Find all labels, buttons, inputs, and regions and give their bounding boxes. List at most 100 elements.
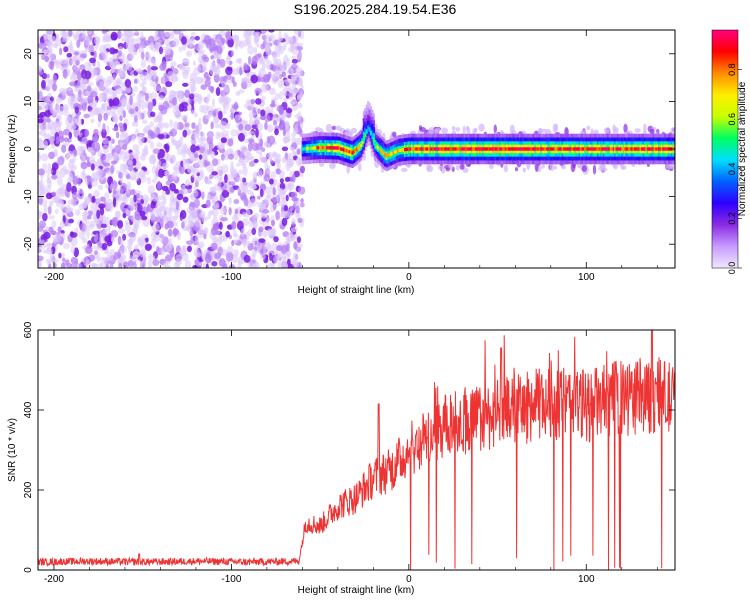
- noise-speckle: [240, 228, 245, 238]
- noise-speckle: [126, 63, 133, 71]
- ridge-cell: [350, 150, 353, 154]
- colorbar-ticks: 0.0 0.2 0.4 0.6 0.8: [727, 63, 742, 274]
- noise-speckle: [248, 130, 255, 135]
- noise-speckle: [77, 177, 82, 186]
- noise-speckle: [251, 185, 258, 190]
- noise-speckle: [277, 61, 284, 68]
- noise-speckle: [128, 107, 135, 115]
- noise-speckle: [221, 249, 229, 256]
- noise-speckle: [140, 59, 147, 68]
- noise-speckle: [133, 194, 137, 203]
- noise-speckle: [152, 72, 157, 80]
- noise-speckle: [185, 179, 190, 187]
- ridge-halo-speckle: [553, 165, 558, 170]
- noise-speckle: [93, 250, 99, 255]
- noise-speckle: [119, 176, 124, 184]
- noise-speckle: [252, 212, 260, 219]
- noise-speckle: [72, 154, 76, 164]
- noise-speckle: [261, 209, 270, 214]
- noise-speckle: [205, 263, 209, 268]
- ridge-halo-speckle: [357, 162, 362, 172]
- noise-speckle: [182, 82, 189, 87]
- ridge-cell: [381, 150, 384, 154]
- noise-speckle: [100, 106, 106, 115]
- noise-speckle: [268, 30, 275, 33]
- ridge-cell: [327, 146, 330, 150]
- noise-speckle: [155, 245, 160, 252]
- noise-speckle: [99, 262, 103, 268]
- noise-speckle: [182, 129, 188, 138]
- noise-speckle: [38, 168, 46, 176]
- snr-y-label: SNR (10 * v/v): [7, 418, 18, 482]
- noise-speckle: [155, 30, 159, 35]
- ridge-cell: [456, 147, 459, 151]
- noise-speckle: [162, 100, 170, 110]
- ridge-cell: [344, 148, 347, 153]
- snr-y-tick-label: 600: [23, 321, 34, 338]
- noise-speckle: [97, 184, 104, 191]
- ridge-halo-speckle: [552, 123, 557, 133]
- noise-speckle: [259, 156, 266, 163]
- noise-speckle: [162, 215, 168, 223]
- ridge-halo-speckle: [598, 166, 605, 171]
- noise-speckle: [257, 108, 261, 114]
- noise-speckle: [296, 52, 303, 60]
- noise-speckle: [256, 122, 264, 132]
- ridge-cell: [604, 147, 607, 151]
- noise-speckle: [134, 171, 140, 181]
- noise-speckle: [174, 110, 182, 120]
- noise-speckle: [149, 121, 155, 128]
- noise-speckle: [272, 53, 278, 63]
- noise-speckle: [102, 38, 109, 43]
- spectrogram-x-tick-label: 100: [578, 272, 595, 283]
- noise-speckle: [230, 50, 234, 57]
- noise-speckle: [155, 215, 162, 223]
- noise-speckle: [117, 220, 124, 229]
- noise-speckle: [181, 252, 189, 262]
- noise-speckle: [103, 250, 110, 255]
- noise-speckle: [234, 150, 239, 161]
- noise-speckle: [98, 81, 105, 92]
- noise-speckle: [45, 192, 53, 200]
- noise-speckle: [174, 30, 180, 35]
- noise-speckle: [75, 117, 82, 127]
- ridge-cell: [413, 147, 417, 151]
- noise-speckle: [53, 120, 61, 128]
- noise-speckle: [119, 125, 125, 133]
- ridge-cell: [348, 150, 351, 154]
- ridge-cell: [338, 146, 341, 151]
- noise-speckle: [121, 90, 126, 95]
- noise-speckle: [210, 242, 218, 251]
- noise-speckle: [237, 169, 244, 175]
- noise-speckle: [59, 220, 65, 229]
- noise-speckle: [109, 47, 116, 55]
- noise-speckle: [196, 94, 203, 102]
- ridge-cell: [467, 147, 471, 151]
- noise-speckle: [216, 45, 223, 55]
- ridge-halo-speckle: [489, 163, 494, 170]
- noise-speckle: [266, 135, 271, 144]
- noise-speckle: [245, 80, 253, 88]
- noise-speckle: [152, 148, 161, 155]
- noise-speckle: [263, 230, 268, 238]
- noise-speckle: [150, 57, 155, 64]
- noise-speckle: [89, 57, 96, 64]
- ridge-cell: [486, 147, 489, 151]
- ridge-cell: [511, 147, 515, 151]
- noise-speckle: [38, 255, 44, 262]
- noise-speckle: [219, 235, 225, 243]
- ridge-cell: [547, 147, 550, 151]
- noise-speckle: [273, 255, 280, 264]
- noise-speckle: [120, 150, 127, 157]
- noise-speckle: [238, 123, 244, 131]
- noise-speckle: [48, 151, 55, 160]
- noise-speckle: [117, 30, 122, 40]
- noise-speckle: [225, 55, 231, 65]
- ridge-halo-speckle: [346, 164, 350, 174]
- noise-speckle: [232, 229, 237, 238]
- noise-speckle: [198, 50, 203, 56]
- ridge-cell: [466, 147, 469, 151]
- snr-y-tick-label: 0: [23, 567, 34, 573]
- ridge-cell: [581, 147, 584, 151]
- ridge-cell: [507, 147, 510, 151]
